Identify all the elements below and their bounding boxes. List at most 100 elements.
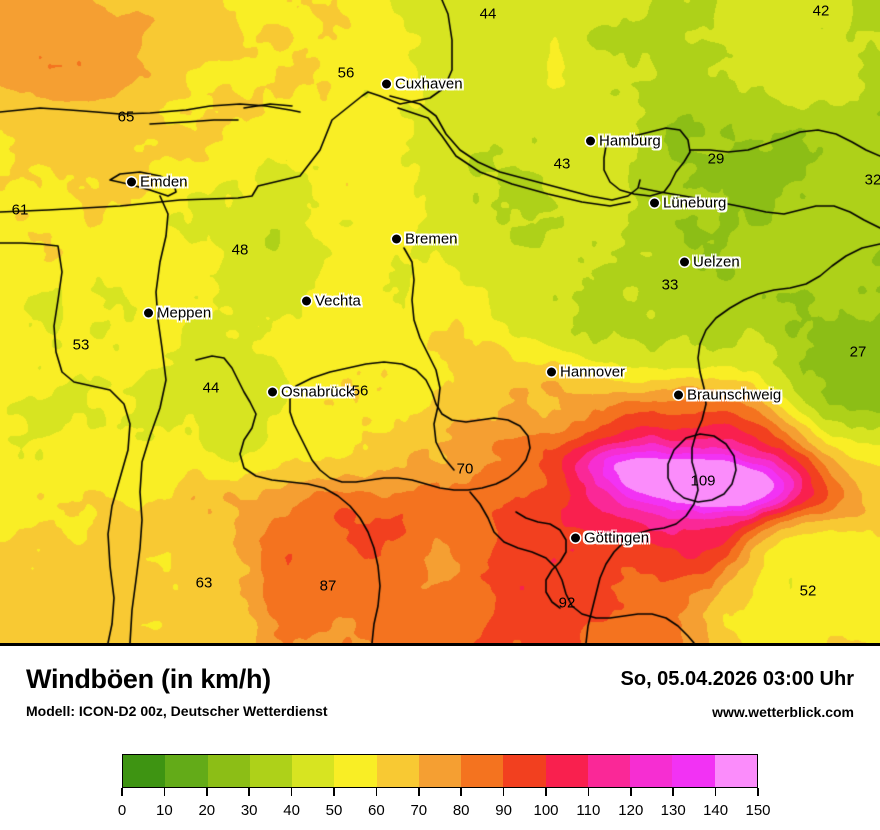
city-dot-icon <box>382 79 391 89</box>
colorbar-swatch <box>376 755 419 787</box>
site-watermark: www.wetterblick.com <box>712 704 854 720</box>
gust-value-label: 33 <box>661 276 679 294</box>
colorbar-swatch <box>714 755 757 787</box>
city-dot-icon <box>547 367 556 377</box>
gust-value-label: 63 <box>195 574 213 592</box>
city-marker-gttingen: Göttingen <box>571 530 649 547</box>
city-dot-icon <box>268 387 277 397</box>
city-dot-icon <box>650 198 659 208</box>
colorbar-tick <box>672 788 674 796</box>
colorbar-tick <box>206 788 208 796</box>
city-marker-osnabrck: Osnabrück <box>268 384 354 401</box>
colorbar-swatch <box>123 755 166 787</box>
city-dot-icon <box>302 296 311 306</box>
gust-value-label: 48 <box>231 241 249 259</box>
city-marker-cuxhaven: Cuxhaven <box>382 76 463 93</box>
city-label: Braunschweig <box>687 386 782 404</box>
colorbar-tick-label: 110 <box>576 802 601 819</box>
city-label: Lüneburg <box>663 194 727 212</box>
city-marker-vechta: Vechta <box>302 293 361 310</box>
colorbar-swatches <box>122 754 758 788</box>
gust-value-label: 32 <box>864 171 880 189</box>
gust-value-label: 27 <box>849 343 867 361</box>
colorbar-tick <box>714 788 717 796</box>
colorbar-tick-label: 40 <box>283 802 300 819</box>
city-marker-bremen: Bremen <box>392 231 458 248</box>
colorbar-swatch <box>249 755 293 787</box>
colorbar-tick-label: 60 <box>368 802 385 819</box>
colorbar-swatch <box>165 755 208 787</box>
colorbar-tick <box>460 788 462 796</box>
gust-value-label: 56 <box>351 382 369 400</box>
gust-value-label: 52 <box>799 582 817 600</box>
gust-value-label: 109 <box>690 472 716 490</box>
city-label: Cuxhaven <box>395 75 463 93</box>
city-label: Osnabrück <box>281 383 354 401</box>
colorbar-tick <box>630 788 632 796</box>
gust-value-label: 42 <box>812 2 830 20</box>
colorbar-tick-label: 150 <box>745 802 771 819</box>
gust-field-heatmap <box>0 0 880 643</box>
colorbar-tick-label: 130 <box>660 802 686 819</box>
colorbar-tick-label: 30 <box>240 802 258 819</box>
colorbar-tick <box>163 788 166 796</box>
city-label: Emden <box>140 173 188 191</box>
city-marker-emden: Emden <box>127 174 188 191</box>
colorbar-tick <box>121 788 123 796</box>
colorbar-tick <box>757 788 759 796</box>
city-dot-icon <box>674 390 683 400</box>
colorbar-labels: 0 10 20 30 40 50 60 70 80 90 100 110 120 130 140 150 <box>118 802 771 824</box>
city-label: Hannover <box>560 363 626 381</box>
gust-value-label: 87 <box>319 577 337 595</box>
colorbar-swatch <box>503 755 546 787</box>
colorbar: 0 10 20 30 40 50 60 70 80 90 100 110 120 130 140 150 <box>118 754 771 824</box>
colorbar-tick <box>375 788 378 796</box>
colorbar-swatch <box>292 755 335 787</box>
colorbar-tick-label: 70 <box>410 802 428 819</box>
colorbar-swatch <box>545 755 588 787</box>
colorbar-swatch <box>672 755 715 787</box>
city-dot-icon <box>392 234 401 244</box>
valid-time: So, 05.04.2026 03:00 Uhr <box>620 668 854 690</box>
model-subtitle: Modell: ICON-D2 00z, Deutscher Wetterdie… <box>26 703 328 719</box>
city-label: Hamburg <box>599 132 661 150</box>
city-label: Vechta <box>315 292 361 310</box>
colorbar-tick <box>587 788 590 796</box>
colorbar-tick-label: 80 <box>452 802 470 819</box>
city-label: Bremen <box>405 230 458 248</box>
gust-value-label: 43 <box>553 155 571 173</box>
map-label-overlay: Cuxhaven Hamburg Emden Lüneburg Bremen Uelzen… <box>11 2 880 612</box>
colorbar-swatch <box>207 755 250 787</box>
weather-map-panel[interactable]: Cuxhaven Hamburg Emden Lüneburg Bremen Uelzen… <box>0 0 880 646</box>
colorbar-swatch <box>630 755 673 787</box>
colorbar-tick <box>545 788 547 796</box>
gust-value-label: 61 <box>11 201 29 219</box>
colorbar-tick-label: 50 <box>325 802 343 819</box>
colorbar-tick-label: 120 <box>618 802 644 819</box>
map-footer: Windböen (in km/h) Modell: ICON-D2 00z, … <box>0 646 880 830</box>
colorbar-swatch <box>461 755 504 787</box>
colorbar-tick <box>502 788 505 796</box>
city-label: Uelzen <box>693 253 740 271</box>
city-marker-hamburg: Hamburg <box>586 133 661 150</box>
city-dot-icon <box>680 257 689 267</box>
gust-value-label: 70 <box>456 460 474 478</box>
city-marker-lneburg: Lüneburg <box>650 195 726 212</box>
city-dot-icon <box>127 177 136 187</box>
colorbar-swatch <box>418 755 462 787</box>
gust-value-label: 44 <box>479 5 497 23</box>
gust-value-label: 92 <box>558 594 576 612</box>
city-dot-icon <box>571 533 580 543</box>
gust-value-label: 56 <box>337 64 355 82</box>
city-label: Göttingen <box>584 529 650 547</box>
colorbar-ticks <box>121 788 759 802</box>
colorbar-tick-label: 100 <box>533 802 559 819</box>
colorbar-tick-label: 20 <box>198 802 216 819</box>
city-marker-uelzen: Uelzen <box>680 254 740 271</box>
city-label: Meppen <box>157 304 212 322</box>
gust-value-label: 44 <box>202 379 220 397</box>
colorbar-swatch <box>334 755 377 787</box>
city-dot-icon <box>144 308 153 318</box>
gust-value-label: 65 <box>117 108 135 126</box>
